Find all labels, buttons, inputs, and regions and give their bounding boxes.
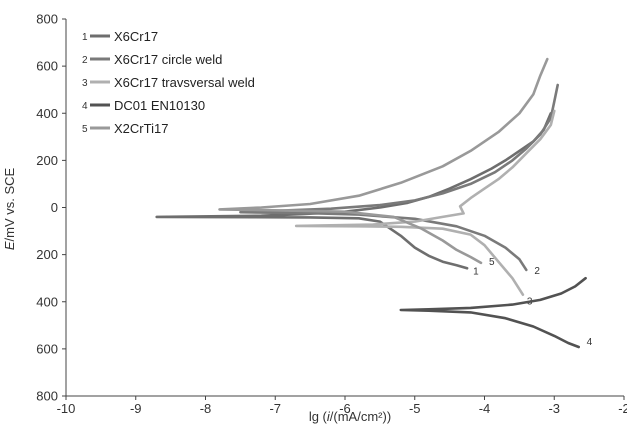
axes: -10 -9 -8 -7 -6 -5 -4 -3 -2 800 600 400 200 0 200 400 60… [36,12,627,417]
x-tick-label: -2 [618,401,627,416]
legend-label-2: X6Cr17 circle weld [114,52,222,67]
legend-number-4: 4 [82,101,88,112]
y-tick-label: 600 [36,59,58,74]
series-line-5 [218,57,549,265]
x-axis-title: lg (i/(mA/cm²)) [309,409,391,424]
y-axis-title-variable: E [2,241,17,250]
y-tick-label: 600 [36,341,58,356]
x-tick-label: -8 [200,401,212,416]
series-line-2 [239,83,559,272]
x-axis-title-suffix: /(mA/cm²)) [330,409,391,424]
series-end-label-1: 1 [473,266,479,277]
x-tick-label: -7 [269,401,281,416]
y-tick-label: 200 [36,247,58,262]
series-line-3 [294,109,556,296]
x-tick-label: -5 [409,401,421,416]
legend-label-1: X6Cr17 [114,29,158,44]
legend-number-1: 1 [82,32,88,43]
x-tick-label: -10 [57,401,76,416]
x-axis-title-prefix: lg ( [309,409,328,424]
series-end-label-2: 2 [534,266,540,277]
legend-number-3: 3 [82,78,88,89]
y-tick-label: 400 [36,294,58,309]
legend-label-4: DC01 EN10130 [114,98,205,113]
x-tick-label: -9 [130,401,142,416]
series-line-4 [399,276,587,349]
series-end-label-4: 4 [587,337,593,348]
series-end-label-5: 5 [489,257,495,268]
y-tick-label: 200 [36,153,58,168]
x-tick-label: -4 [479,401,491,416]
y-axis-title-suffix: /mV vs. SCE [2,168,17,242]
y-tick-label: 800 [36,12,58,27]
legend-number-2: 2 [82,55,88,66]
y-axis-title: E/mV vs. SCE [2,168,17,251]
legend: 1 X6Cr17 2 X6Cr17 circle weld 3 X6Cr17 travsv… [82,29,255,136]
legend-number-5: 5 [82,124,88,135]
legend-label-3: X6Cr17 travsversal weld [114,75,255,90]
y-tick-label: 800 [36,389,58,404]
x-tick-label: -6 [339,401,351,416]
y-tick-label: 0 [51,200,58,215]
x-tick-label: -3 [548,401,560,416]
y-tick-label: 400 [36,106,58,121]
x-axis-title-variable: i [327,409,331,424]
legend-label-5: X2CrTi17 [114,121,168,136]
